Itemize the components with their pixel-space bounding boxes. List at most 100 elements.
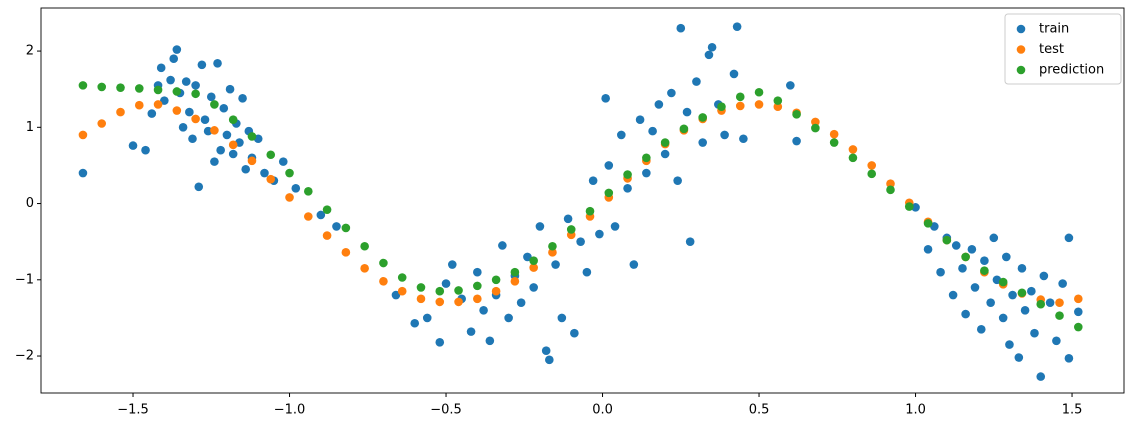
legend-marker — [1016, 45, 1026, 54]
point — [278, 157, 288, 166]
point — [447, 260, 457, 269]
x-tick-label: 0.5 — [749, 403, 770, 418]
point — [291, 184, 301, 193]
point — [967, 244, 977, 254]
point — [582, 267, 592, 277]
point — [172, 106, 182, 115]
point — [360, 241, 369, 251]
point — [156, 63, 166, 73]
point — [479, 305, 488, 315]
y-tick-label: 1 — [26, 120, 34, 135]
point — [729, 69, 739, 79]
point — [1064, 354, 1074, 363]
point — [397, 273, 407, 282]
point — [266, 174, 276, 184]
point — [529, 283, 538, 292]
point — [604, 188, 614, 198]
point — [510, 267, 520, 277]
point — [623, 184, 632, 193]
point — [541, 346, 551, 355]
point — [304, 212, 313, 221]
x-tick-label: 0.0 — [592, 403, 613, 418]
point — [642, 168, 651, 178]
point — [222, 130, 232, 140]
point — [134, 100, 144, 110]
point — [698, 113, 707, 122]
point — [1002, 252, 1011, 262]
point — [923, 244, 933, 254]
point — [867, 169, 877, 179]
point — [181, 77, 191, 86]
point — [848, 153, 858, 163]
point — [557, 313, 567, 323]
point — [160, 96, 169, 105]
series-2 — [78, 81, 1083, 332]
point — [660, 149, 670, 159]
point — [998, 277, 1008, 287]
point — [829, 138, 839, 147]
point — [563, 214, 573, 224]
point — [923, 219, 933, 228]
point — [485, 336, 495, 346]
point — [1074, 322, 1083, 332]
point — [904, 202, 914, 211]
point — [391, 290, 401, 300]
point — [980, 256, 989, 266]
point — [116, 83, 125, 92]
point — [322, 205, 332, 214]
point — [473, 281, 482, 291]
point — [78, 130, 88, 140]
point — [886, 185, 895, 195]
point — [134, 84, 144, 93]
point — [454, 297, 463, 307]
point — [1055, 311, 1064, 320]
point — [213, 58, 222, 68]
point — [241, 164, 251, 174]
point — [707, 42, 717, 52]
point — [961, 309, 970, 319]
point — [754, 100, 764, 109]
legend-label: train — [1039, 22, 1069, 37]
point — [698, 138, 707, 147]
point — [595, 229, 604, 239]
point — [989, 233, 999, 243]
point — [535, 222, 545, 231]
point — [720, 130, 729, 140]
point — [516, 298, 526, 307]
legend-label: prediction — [1039, 63, 1104, 78]
point — [97, 119, 107, 128]
point — [648, 126, 657, 136]
point — [1030, 328, 1039, 338]
point — [1036, 299, 1046, 309]
point — [238, 94, 247, 103]
point — [576, 237, 585, 246]
point — [210, 100, 219, 109]
point — [341, 223, 351, 233]
point — [623, 170, 632, 179]
point — [422, 313, 432, 323]
point — [435, 338, 445, 347]
point — [986, 298, 995, 307]
point — [948, 290, 958, 300]
point — [548, 248, 557, 257]
x-tick-label: 1.5 — [1062, 403, 1083, 418]
legend-marker — [1016, 65, 1026, 75]
point — [523, 252, 532, 262]
point — [228, 149, 238, 159]
point — [739, 134, 748, 144]
point — [498, 241, 507, 250]
point — [629, 260, 639, 269]
point — [676, 23, 686, 33]
point — [410, 318, 420, 328]
point — [1020, 305, 1030, 315]
point — [491, 275, 501, 285]
point — [1045, 298, 1055, 307]
point — [441, 279, 451, 288]
point — [466, 327, 476, 336]
point — [610, 222, 620, 231]
point — [1074, 307, 1083, 317]
point — [588, 176, 598, 185]
point — [191, 114, 200, 124]
point — [197, 60, 207, 70]
x-tick-label: −1.5 — [117, 403, 149, 418]
